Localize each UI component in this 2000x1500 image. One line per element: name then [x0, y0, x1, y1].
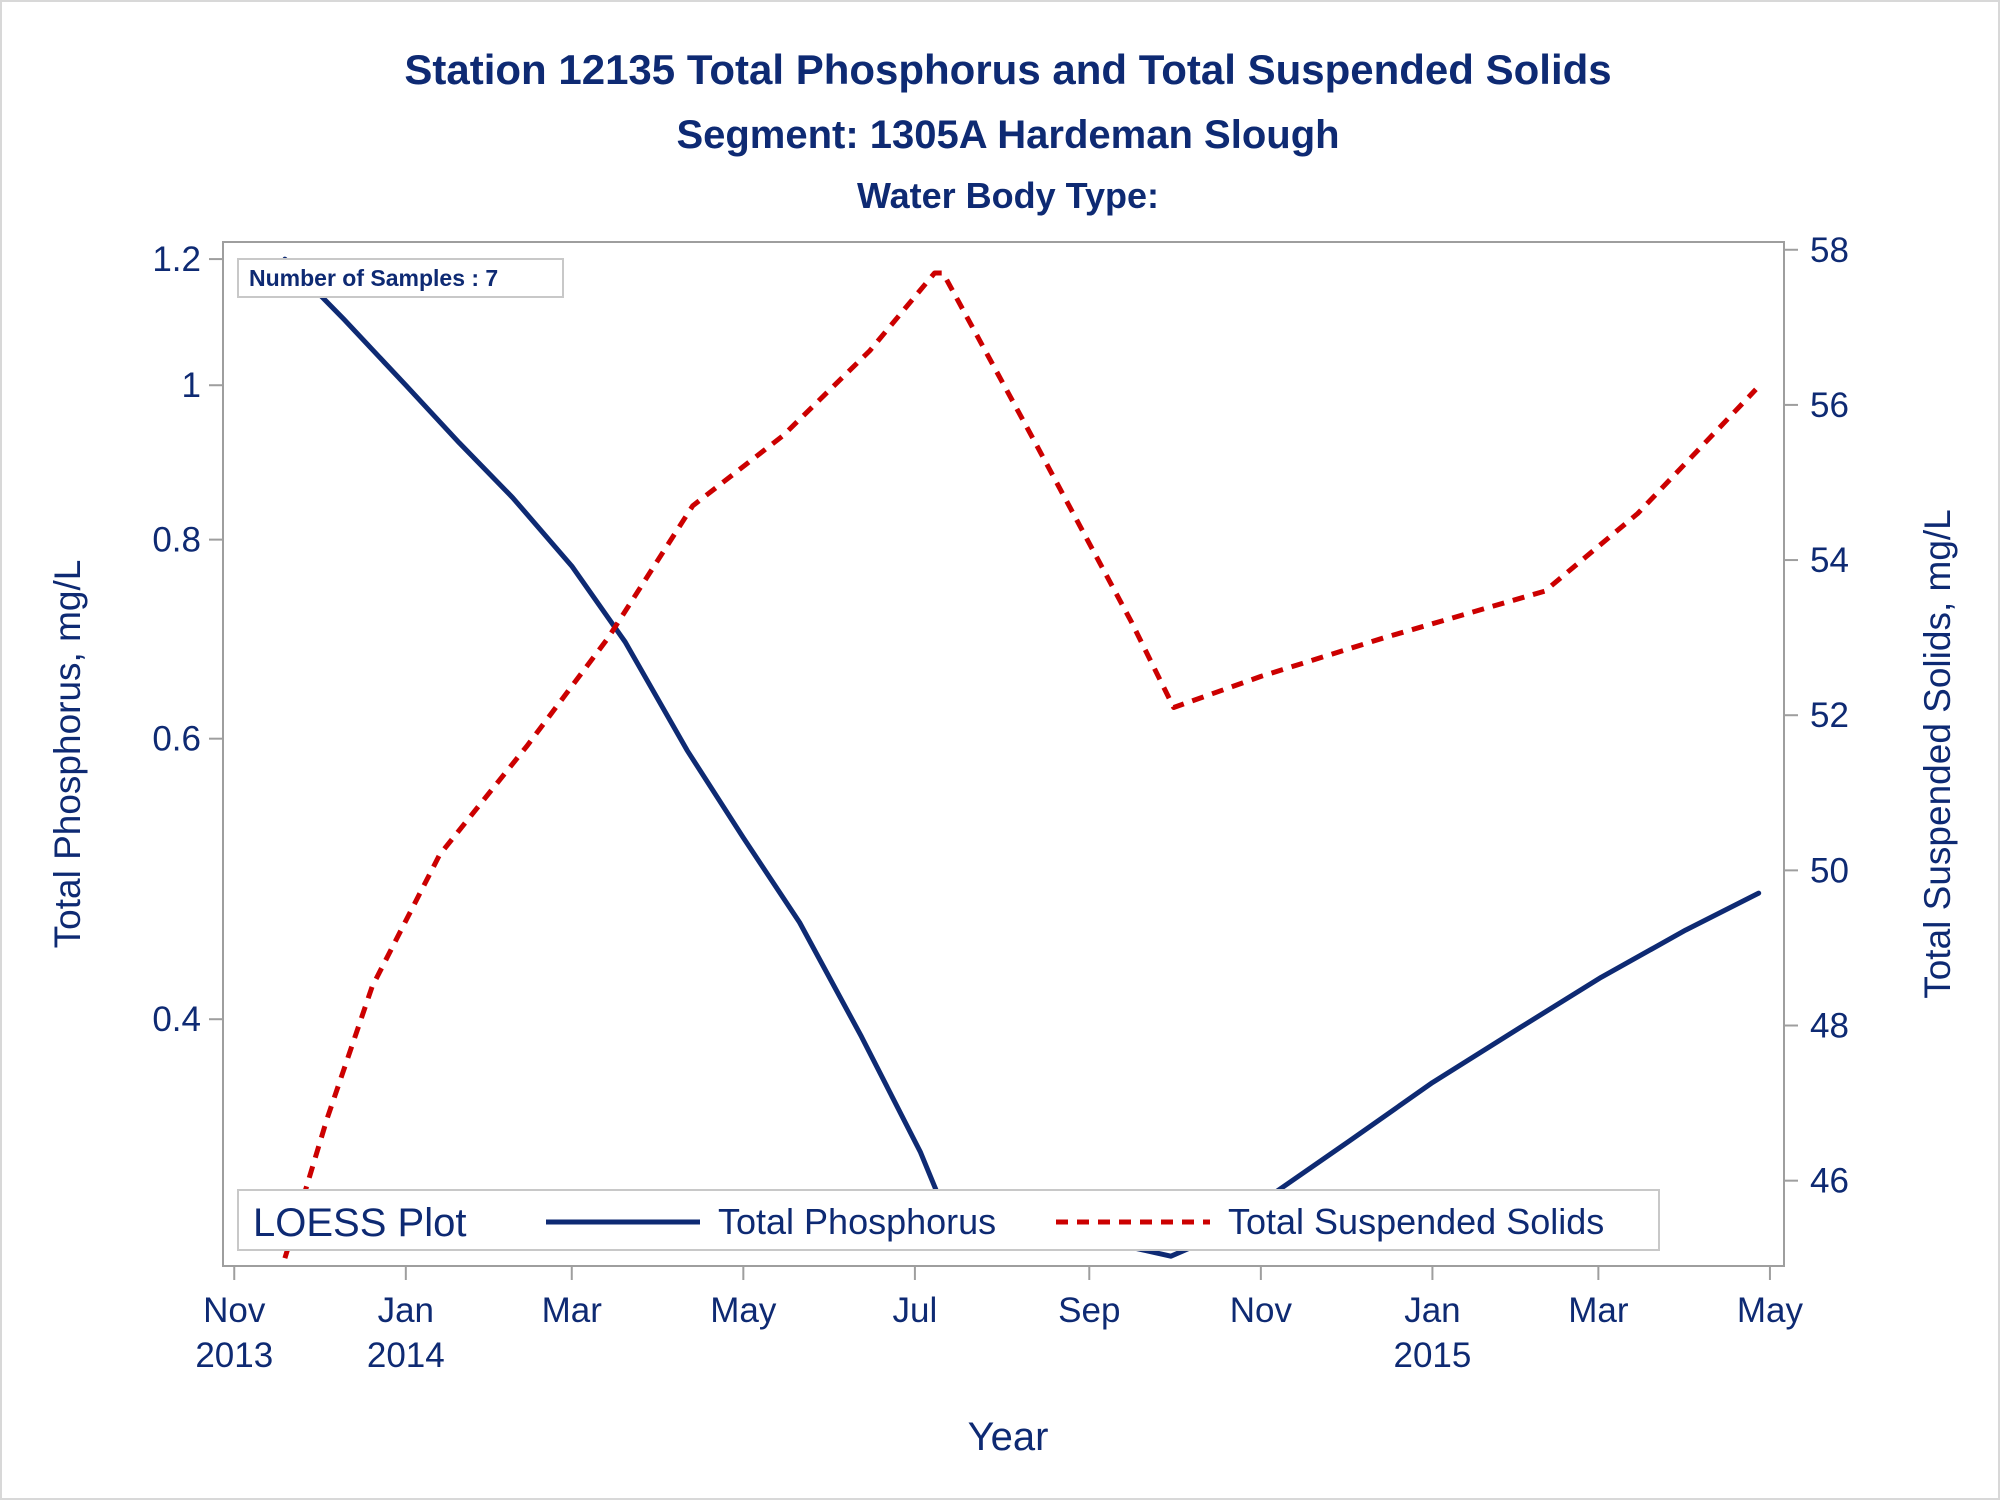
y2-axis: 46 48 50 52 54 56 58	[1784, 231, 1849, 1201]
x-tick-year-label: 2014	[367, 1336, 445, 1375]
legend-box	[237, 1189, 1660, 1251]
y2-axis-label: Total Suspended Solids, mg/L	[1917, 509, 1958, 999]
samples-label: Number of Samples : 7	[249, 265, 498, 291]
samples-box	[237, 258, 564, 298]
chart-subtitle-2: Water Body Type:	[857, 175, 1159, 216]
x-tick-label: Sep	[1058, 1291, 1120, 1330]
legend-entry-tss: Total Suspended Solids	[1228, 1201, 1604, 1242]
y-tick-label: 1	[182, 366, 201, 405]
y-tick-label: 1.2	[152, 240, 201, 279]
plot-area	[222, 241, 1785, 1267]
x-tick-label: May	[710, 1291, 777, 1330]
x-tick-label: Nov	[203, 1291, 266, 1330]
y2-tick-label: 46	[1810, 1162, 1849, 1201]
x-axis-label: Year	[968, 1415, 1049, 1459]
x-axis: Nov 2013 Jan 2014 Mar May Jul Sep Nov Jan 2015 Mar M…	[195, 1266, 1803, 1375]
x-tick-label: Jul	[893, 1291, 938, 1330]
x-tick-year-label: 2013	[195, 1336, 273, 1375]
x-tick-label: Mar	[542, 1291, 603, 1330]
legend-title: LOESS Plot	[253, 1201, 466, 1245]
x-tick-label: May	[1737, 1291, 1804, 1330]
y-axis: 0.4 0.6 0.8 1 1.2	[152, 240, 223, 1039]
y-tick-label: 0.4	[152, 1000, 201, 1039]
y-axis-label: Total Phosphorus, mg/L	[47, 560, 88, 949]
series-line-total-phosphorus	[282, 256, 1762, 1259]
series-line-total-suspended-solids	[282, 270, 1758, 1259]
x-tick-year-label: 2015	[1393, 1336, 1471, 1375]
y-tick-label: 0.6	[152, 720, 201, 759]
chart-title: Station 12135 Total Phosphorus and Total…	[404, 46, 1611, 93]
chart-subtitle: Segment: 1305A Hardeman Slough	[676, 113, 1339, 157]
y2-tick-label: 52	[1810, 696, 1849, 735]
y2-tick-label: 58	[1810, 231, 1849, 270]
y2-tick-label: 56	[1810, 386, 1849, 425]
x-tick-label: Mar	[1568, 1291, 1629, 1330]
y2-tick-label: 48	[1810, 1007, 1849, 1046]
x-tick-label: Nov	[1230, 1291, 1293, 1330]
y2-tick-label: 50	[1810, 851, 1849, 890]
x-tick-label: Jan	[378, 1291, 434, 1330]
x-tick-label: Jan	[1404, 1291, 1460, 1330]
y2-tick-label: 54	[1810, 541, 1849, 580]
y-tick-label: 0.8	[152, 521, 201, 560]
legend-entry-tp: Total Phosphorus	[718, 1201, 996, 1242]
series-group	[282, 256, 1762, 1259]
